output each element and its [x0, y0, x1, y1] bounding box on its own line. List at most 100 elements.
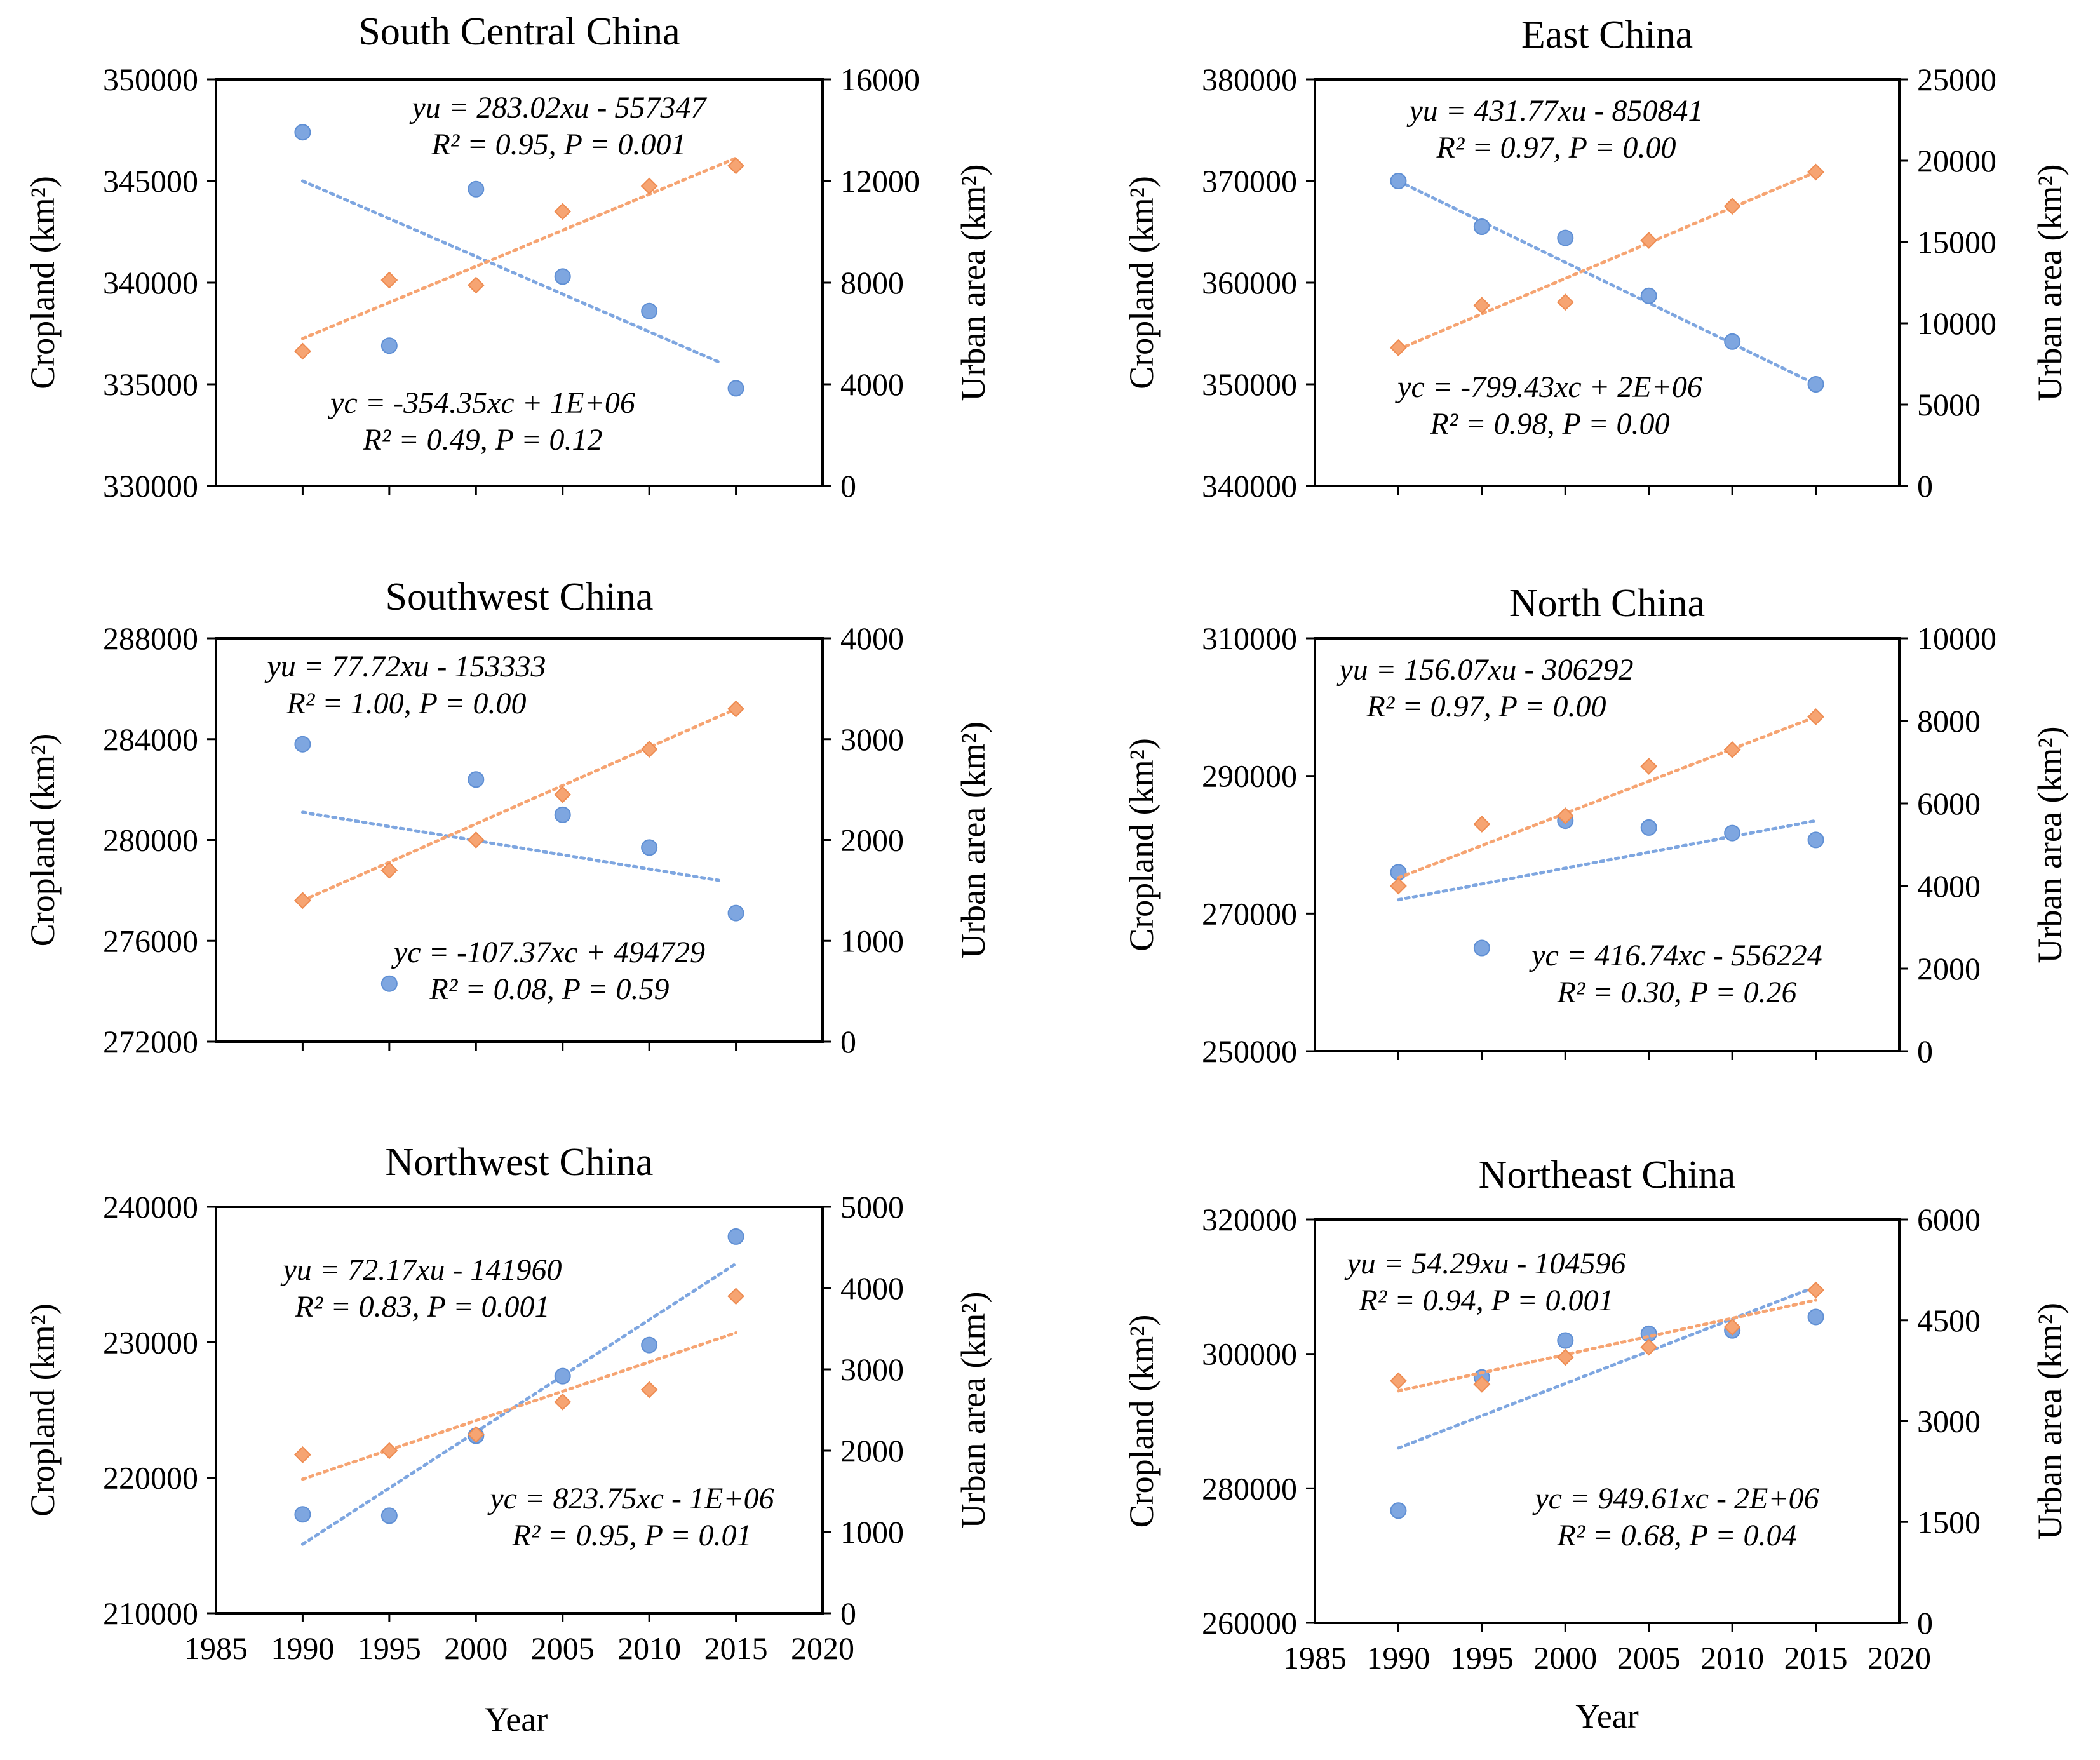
y2-tick-label: 5000	[1917, 387, 1981, 422]
crop-equation: yc = 823.75xc - 1E+06 R² = 0.95, P = 0.01	[487, 1482, 774, 1552]
y-tick-label: 340000	[1202, 468, 1297, 504]
y-tick-label: 370000	[1202, 163, 1297, 199]
y-axis-label: Cropland (km²)	[24, 1303, 62, 1517]
urban-point	[1807, 163, 1824, 181]
urban-point	[1473, 1375, 1491, 1393]
series-urban	[294, 156, 744, 360]
cropland-point	[1724, 824, 1741, 842]
cropland-trend-line	[1396, 1285, 1818, 1450]
cropland-point	[1640, 819, 1657, 836]
y2-tick-label: 1500	[1917, 1504, 1981, 1540]
urban-point	[1556, 293, 1574, 311]
y-tick-label: 250000	[1202, 1033, 1297, 1069]
series-cropland	[294, 124, 744, 397]
plot-frame	[1314, 637, 1901, 1052]
y-tick-label: 230000	[103, 1324, 198, 1360]
urban-equation-line1: yu = 431.77xu - 850841	[1406, 94, 1704, 128]
cropland-trend-line	[1396, 179, 1818, 386]
urban-point	[294, 892, 311, 910]
y-tick-label: 240000	[103, 1189, 198, 1225]
urban-point	[1390, 1372, 1407, 1390]
chart-panel-3: Southwest China 272000 276000 280000 284000 2…	[24, 575, 992, 1059]
y2-tick-label: 2000	[840, 823, 904, 858]
series-urban	[1390, 163, 1824, 356]
urban-equation-line2: R² = 0.97, P = 0.00	[1366, 690, 1606, 723]
urban-trend-line	[300, 156, 738, 340]
urban-point	[554, 203, 572, 220]
urban-point	[1807, 708, 1824, 725]
urban-point	[1556, 807, 1574, 824]
cropland-point	[468, 771, 485, 788]
x-axis-label: Year	[1575, 1697, 1639, 1735]
chart-panel-1: South Central China 330000 335000 340000 345…	[24, 10, 992, 504]
y2-tick-label: 12000	[840, 163, 920, 199]
urban-point	[727, 157, 744, 175]
y-axis-label: Cropland (km²)	[24, 176, 62, 389]
crop-equation: yc = 416.74xc - 556224 R² = 0.30, P = 0.2…	[1528, 939, 1822, 1009]
series-cropland	[1390, 812, 1824, 957]
urban-equation-line1: yu = 156.07xu - 306292	[1336, 653, 1634, 687]
series-cropland	[294, 1228, 744, 1546]
y-tick-label: 300000	[1202, 1336, 1297, 1372]
urban-point	[380, 1442, 398, 1460]
crop-equation-line1: yc = -354.35xc + 1E+06	[327, 386, 635, 420]
urban-point	[640, 177, 658, 195]
cropland-point	[727, 380, 744, 397]
chart-panel-6: Northeast China 1985 1990 1995 2000 2005 2010 2…	[1122, 1153, 2069, 1735]
y-axis-label: Cropland (km²)	[1122, 176, 1161, 389]
cropland-point	[1473, 218, 1490, 235]
x-tick-label: 2000	[444, 1630, 508, 1666]
crop-equation-line1: yc = 823.75xc - 1E+06	[487, 1482, 774, 1515]
y-tick-label: 360000	[1202, 265, 1297, 300]
crop-equation-line2: R² = 0.49, P = 0.12	[363, 423, 603, 457]
y2-tick-label: 0	[1917, 1605, 1933, 1641]
urban-point	[1640, 1338, 1658, 1356]
urban-equation-line1: yu = 54.29xu - 104596	[1344, 1247, 1626, 1280]
y-tick-label: 350000	[1202, 366, 1297, 402]
cropland-point	[1724, 333, 1741, 350]
y2-tick-label: 0	[840, 1595, 856, 1631]
crop-equation-line2: R² = 0.08, P = 0.59	[429, 972, 670, 1006]
urban-point	[1640, 758, 1658, 775]
cropland-point	[1473, 939, 1490, 957]
cropland-point	[294, 124, 311, 141]
y2-tick-label: 3000	[840, 722, 904, 757]
urban-point	[554, 786, 572, 803]
y2-tick-label: 0	[840, 1024, 856, 1059]
y-tick-label: 335000	[103, 366, 198, 402]
x-tick-label: 2010	[1700, 1640, 1764, 1676]
x-tick-label: 2020	[791, 1630, 854, 1666]
y-axis-label: Cropland (km²)	[1122, 1315, 1161, 1528]
cropland-trend-line	[300, 810, 720, 882]
cropland-point	[1557, 1332, 1574, 1349]
chart-panel-2: East China 340000 350000 360000 370000 380000…	[1122, 13, 2069, 504]
urban-point	[1556, 1348, 1574, 1366]
chart-title: Northeast China	[1479, 1153, 1736, 1197]
y2-tick-label: 0	[1917, 468, 1933, 504]
y-tick-label: 280000	[1202, 1470, 1297, 1506]
urban-point	[1390, 339, 1407, 356]
x-axis-label-left: Year	[485, 1700, 548, 1738]
y2-tick-label: 1000	[840, 1514, 904, 1550]
y-tick-label: 288000	[103, 621, 198, 656]
urban-point	[294, 1446, 311, 1463]
cropland-point	[380, 337, 398, 354]
urban-point	[640, 741, 658, 758]
urban-point	[727, 1287, 744, 1305]
cropland-point	[468, 180, 485, 198]
urban-equation: yu = 283.02xu - 557347 R² = 0.95, P = 0.0…	[409, 91, 708, 161]
x-tick-label: 2010	[617, 1630, 681, 1666]
y-tick-label: 330000	[103, 468, 198, 504]
chart-panel-5: Northwest China 1985 1990 1995 2000 2005 2010 2…	[24, 1141, 992, 1666]
urban-trend-line	[300, 707, 738, 903]
series-cropland	[1390, 173, 1824, 393]
y2-axis-label: Urban area (km²)	[2031, 165, 2069, 401]
cropland-point	[380, 1507, 398, 1524]
urban-trend-line	[1396, 715, 1818, 880]
plot-frame	[215, 1206, 824, 1615]
cropland-point	[641, 839, 658, 856]
y2-tick-label: 1000	[840, 923, 904, 958]
y2-tick-label: 4000	[1917, 868, 1981, 904]
